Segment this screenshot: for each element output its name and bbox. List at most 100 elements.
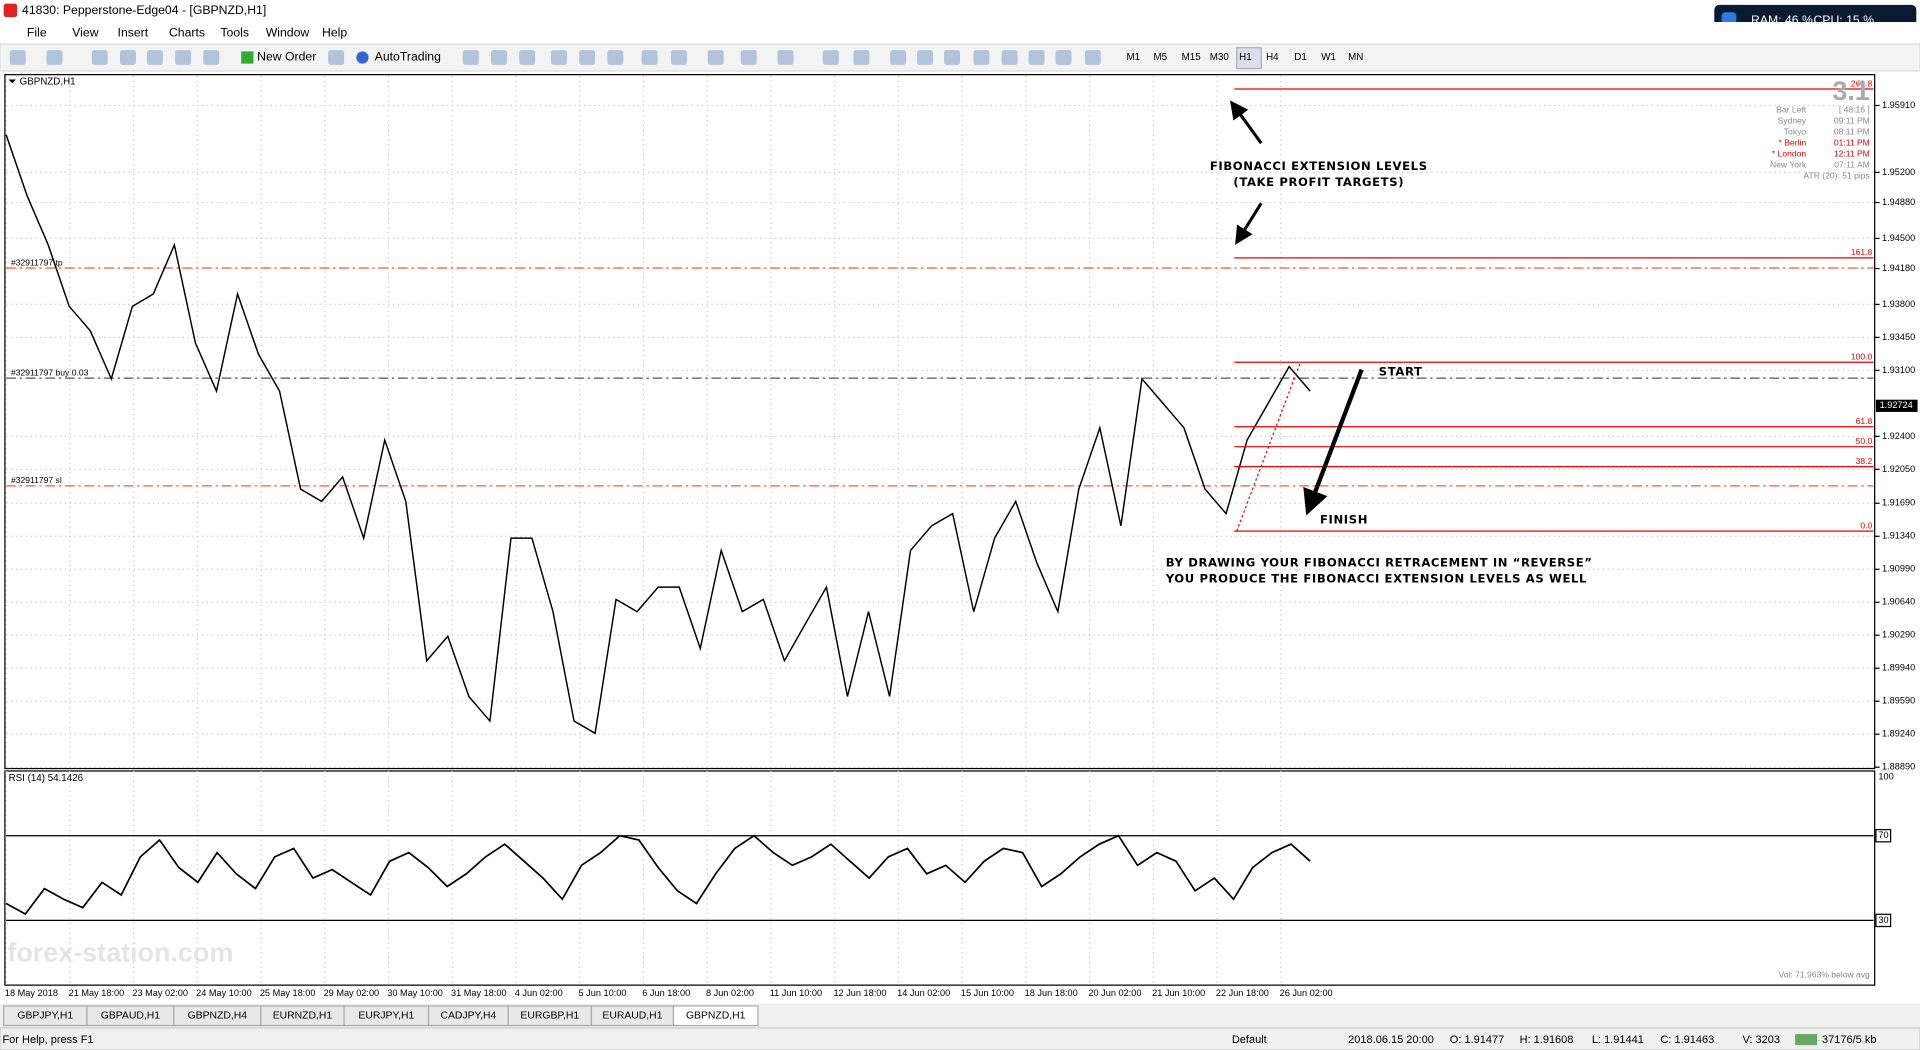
timeframe[interactable]: D1 bbox=[1294, 52, 1307, 63]
toolbar-icon[interactable] bbox=[120, 50, 136, 65]
timeframe[interactable]: M5 bbox=[1153, 52, 1167, 63]
rsi-line bbox=[5, 834, 1311, 916]
toolbar-icon[interactable] bbox=[203, 50, 220, 65]
x-tick-label: 18 Jun 18:00 bbox=[1025, 988, 1078, 998]
rsi-pane bbox=[4, 770, 1876, 986]
toolbar-icons bbox=[9, 50, 1101, 65]
x-tick-label: 23 May 02:00 bbox=[132, 988, 188, 998]
menu-item[interactable]: File bbox=[27, 25, 47, 39]
toolbar-icon[interactable] bbox=[917, 50, 934, 65]
menu-item[interactable]: View bbox=[72, 25, 98, 39]
toolbar-icon[interactable] bbox=[1028, 50, 1045, 65]
status-close: C: 1.91463 bbox=[1660, 1034, 1714, 1046]
toolbar-icon[interactable] bbox=[579, 50, 596, 65]
menu-item[interactable]: Charts bbox=[169, 25, 205, 39]
timeframe[interactable]: H1 bbox=[1239, 52, 1252, 63]
menu-item[interactable]: Tools bbox=[220, 25, 249, 39]
status-time: 2018.06.15 20:00 bbox=[1348, 1034, 1434, 1046]
toolbar-icon[interactable] bbox=[491, 50, 507, 65]
traffic-icon bbox=[1795, 1034, 1818, 1046]
toolbar-icon[interactable] bbox=[607, 50, 624, 65]
toolbar-icon[interactable] bbox=[707, 50, 724, 65]
tab-active[interactable] bbox=[672, 1005, 759, 1027]
timeframe[interactable]: M1 bbox=[1127, 52, 1141, 63]
y-tick-label: 1.90290 bbox=[1882, 630, 1915, 640]
tabs: GBPJPY,H1 GBPAUD,H1 GBPNZD,H4 EURNZD,H1 EURJ… bbox=[3, 1005, 759, 1027]
x-tick-label: 8 Jun 02:00 bbox=[706, 988, 754, 998]
toolbar-icon[interactable] bbox=[91, 50, 108, 65]
annotation: BY DRAWING YOUR FIBONACCI RETRACEMENT IN… bbox=[1166, 555, 1593, 569]
version: 3.1 bbox=[1832, 76, 1869, 106]
tab-label: GBPNZD,H1 bbox=[686, 1010, 746, 1021]
menu-item[interactable]: Help bbox=[322, 25, 347, 39]
y-tick-label: 1.91690 bbox=[1882, 498, 1915, 508]
autotrading-button[interactable] bbox=[351, 47, 445, 69]
toolbar-icon[interactable] bbox=[822, 50, 839, 65]
toolbar-icon[interactable] bbox=[671, 50, 687, 65]
toolbar-icon[interactable] bbox=[641, 50, 658, 65]
toolbar-icon[interactable] bbox=[944, 50, 960, 65]
fib-level-label: 38.2 bbox=[1856, 456, 1873, 466]
timeframes: M1 M5 M15 M30 H1 H4 D1 W1 MN bbox=[1127, 47, 1363, 70]
timeframe[interactable]: H4 bbox=[1266, 52, 1279, 63]
toolbar-icon[interactable] bbox=[519, 50, 536, 65]
arrow bbox=[1303, 368, 1364, 516]
stop-loss-label: #32911797 sl bbox=[11, 475, 62, 485]
menu-item[interactable]: Insert bbox=[118, 25, 149, 39]
y-tick-label: 1.89590 bbox=[1882, 696, 1915, 706]
timeframe[interactable]: M15 bbox=[1182, 52, 1202, 63]
toolbar-icon[interactable] bbox=[328, 50, 345, 65]
timeframe[interactable]: MN bbox=[1348, 52, 1363, 63]
toolbar-icon[interactable] bbox=[9, 50, 26, 65]
toolbar-icon[interactable] bbox=[551, 50, 567, 65]
y-tick-label: 1.89240 bbox=[1882, 729, 1915, 739]
new-order-label: New Order bbox=[257, 50, 316, 64]
menu-item[interactable]: Window bbox=[266, 25, 310, 39]
status-traffic: 37176/5 kb bbox=[1822, 1034, 1876, 1046]
window-title: 41830: Pepperstone-Edge04 - [GBPNZD,H1] bbox=[22, 3, 266, 17]
price-line bbox=[5, 134, 1311, 735]
take-profit-label: #32911797 tp bbox=[11, 257, 63, 267]
y-tick-label: 1.92400 bbox=[1882, 431, 1915, 441]
toolbar-icon[interactable] bbox=[973, 50, 990, 65]
y-tick-label: 1.93450 bbox=[1882, 332, 1915, 342]
timeframe[interactable]: M30 bbox=[1210, 52, 1230, 63]
fib-level-label: 261.8 bbox=[1851, 78, 1873, 88]
toolbar-icon[interactable] bbox=[1001, 50, 1018, 65]
fib-level-label: 161.8 bbox=[1851, 247, 1873, 257]
rsi-tick-label: 70 bbox=[1878, 830, 1888, 840]
watermark: forex-station.com bbox=[7, 938, 233, 968]
x-tick-label: 14 Jun 02:00 bbox=[897, 988, 950, 998]
status: For Help, press F1 Default 2018.06.15 20:0… bbox=[2, 1034, 1876, 1046]
tab-label: EURGBP,H1 bbox=[520, 1010, 579, 1021]
toolbar-icon[interactable] bbox=[462, 50, 479, 65]
toolbar-icon[interactable] bbox=[1055, 50, 1072, 65]
status-bar bbox=[0, 1027, 1920, 1050]
fib-level-label: 0.0 bbox=[1860, 520, 1872, 530]
annotation: (TAKE PROFIT TARGETS) bbox=[1233, 175, 1404, 189]
new-order-button[interactable] bbox=[236, 47, 320, 69]
main-pane bbox=[4, 74, 1876, 770]
symbol-arrow bbox=[8, 79, 16, 84]
info-label: * London bbox=[1772, 148, 1806, 158]
toolbar-icon[interactable] bbox=[175, 50, 192, 65]
timeframe[interactable]: W1 bbox=[1321, 52, 1336, 63]
toolbar-icon[interactable] bbox=[740, 50, 757, 65]
autotrading-icon bbox=[356, 51, 369, 64]
info-label: * Berlin bbox=[1779, 137, 1807, 147]
current-price-box bbox=[1875, 399, 1918, 412]
y-tick-label: 1.89940 bbox=[1882, 663, 1915, 673]
toolbar-icon[interactable] bbox=[777, 50, 794, 65]
tab-label: EURNZD,H1 bbox=[273, 1010, 333, 1021]
title-bar bbox=[0, 0, 1920, 23]
x-tick-label: 15 Jun 10:00 bbox=[961, 988, 1014, 998]
x-tick-label: 6 Jun 18:00 bbox=[642, 988, 690, 998]
toolbar-icon[interactable] bbox=[853, 50, 870, 65]
toolbar-icon[interactable] bbox=[890, 50, 907, 65]
toolbar-icon[interactable] bbox=[1084, 50, 1101, 65]
toolbar-icon[interactable] bbox=[146, 50, 163, 65]
x-tick-label: 5 Jun 10:00 bbox=[579, 988, 627, 998]
toolbar-icon[interactable] bbox=[46, 50, 63, 65]
menu-bar bbox=[0, 22, 1920, 45]
